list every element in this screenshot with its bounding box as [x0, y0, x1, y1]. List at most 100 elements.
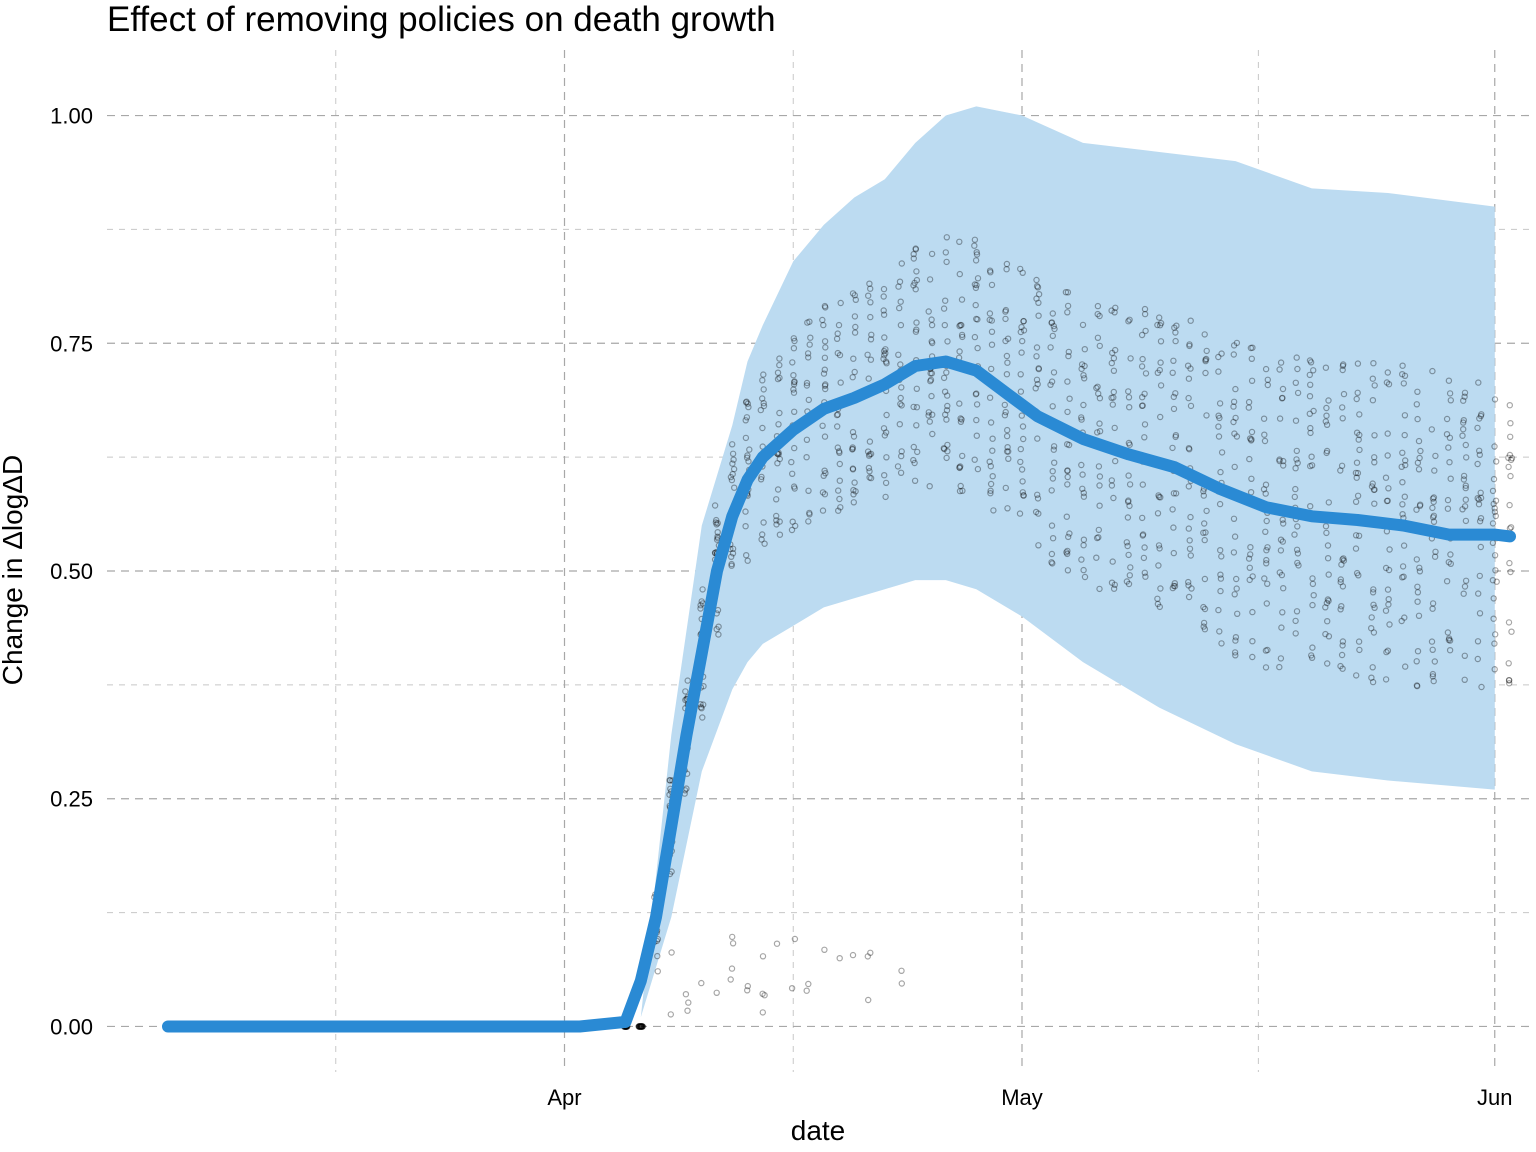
scatter-point [851, 292, 859, 299]
scatter-point [1035, 291, 1043, 298]
scatter-point [851, 368, 858, 376]
scatter-point [1108, 394, 1115, 401]
scatter-point [973, 315, 980, 323]
scatter-point [714, 520, 721, 527]
scatter-point [743, 454, 751, 461]
scatter-point [1264, 381, 1272, 389]
scatter-point [1353, 474, 1360, 481]
scatter-point [1155, 314, 1163, 321]
scatter-point [1171, 324, 1178, 331]
scatter-point [1080, 566, 1087, 574]
scatter-point [1462, 496, 1470, 503]
chart-title: Effect of removing policies on death gro… [107, 0, 776, 39]
scatter-point [1112, 304, 1119, 311]
scatter-point [1078, 556, 1085, 563]
scatter-point [745, 458, 752, 465]
scatter-point [1157, 585, 1164, 592]
scatter-point [1064, 467, 1071, 474]
scatter-point [1478, 411, 1485, 418]
scatter-point [973, 281, 980, 289]
scatter-point [883, 411, 890, 419]
scatter-point [1019, 478, 1026, 485]
scatter-point [744, 987, 751, 994]
scatter-point [1382, 607, 1390, 614]
scatter-point [944, 338, 951, 345]
scatter-point [1187, 317, 1194, 324]
scatter-point [803, 382, 811, 389]
scatter-point [1337, 576, 1345, 583]
scatter-point [805, 396, 813, 404]
scatter-point [1262, 490, 1269, 497]
scatter-point [1141, 310, 1149, 318]
scatter-point [881, 352, 888, 359]
scatter-point [880, 425, 888, 432]
scatter-point [1355, 436, 1362, 443]
scatter-point [1354, 469, 1362, 477]
scatter-point [913, 276, 921, 284]
scatter-point [1079, 485, 1086, 492]
confidence-band-area [640, 106, 1495, 1018]
scatter-point [943, 369, 950, 376]
scatter-point [788, 458, 795, 466]
scatter-point [987, 480, 995, 488]
scatter-point [1126, 502, 1133, 510]
scatter-point [1263, 547, 1270, 554]
scatter-point [713, 516, 720, 524]
scatter-point [974, 316, 981, 323]
scatter-point [956, 322, 963, 330]
scatter-point [1001, 412, 1009, 419]
scatter-point [1505, 660, 1512, 667]
scatter-point [1096, 420, 1103, 427]
scatter-point [1125, 551, 1132, 559]
scatter-point [1476, 518, 1484, 525]
scatter-point [1126, 481, 1134, 488]
scatter-point [806, 509, 813, 517]
scatter-point [819, 489, 827, 496]
scatter-point [1035, 312, 1042, 319]
scatter-point [1382, 474, 1390, 481]
scatter-point [867, 285, 874, 292]
scatter-point [1139, 402, 1146, 409]
scatter-point [956, 464, 963, 472]
scatter-point [835, 487, 842, 494]
scatter-point [1462, 454, 1470, 461]
scatter-point [1233, 610, 1241, 618]
scatter-point [925, 412, 932, 419]
scatter-point [1429, 504, 1436, 512]
scatter-point [1277, 547, 1285, 554]
scatter-point [989, 473, 996, 480]
scatter-point [941, 445, 948, 453]
scatter-point [1155, 492, 1162, 499]
scatter-point [1138, 394, 1146, 401]
scatter-point [1276, 663, 1283, 671]
scatter-point [1400, 542, 1408, 549]
scatter-point [1323, 529, 1330, 537]
scatter-point [1477, 489, 1484, 496]
scatter-point [636, 1023, 643, 1030]
scatter-point [727, 976, 734, 983]
scatter-point [1461, 583, 1469, 590]
scatter-point [1035, 542, 1042, 549]
scatter-point [1295, 562, 1302, 569]
scatter-point [1339, 415, 1346, 422]
scatter-point [986, 267, 994, 274]
scatter-point [1462, 482, 1470, 489]
scatter-point [758, 473, 765, 481]
scatter-point [1111, 581, 1119, 589]
y-tick-label: 1.00 [50, 104, 93, 129]
scatter-point [1003, 352, 1011, 360]
scatter-point [1081, 362, 1088, 370]
scatter-point [1202, 356, 1209, 363]
scatter-point [760, 402, 768, 410]
scatter-point [1078, 361, 1086, 368]
scatter-point [790, 386, 797, 393]
scatter-point [1004, 359, 1011, 366]
scatter-point [1170, 524, 1177, 531]
scatter-point [1217, 575, 1225, 582]
scatter-point [728, 562, 735, 569]
scatter-point [913, 404, 921, 411]
scatter-point [1141, 544, 1148, 551]
scatter-point [803, 436, 811, 443]
scatter-point [1339, 361, 1347, 368]
scatter-point [727, 473, 735, 481]
